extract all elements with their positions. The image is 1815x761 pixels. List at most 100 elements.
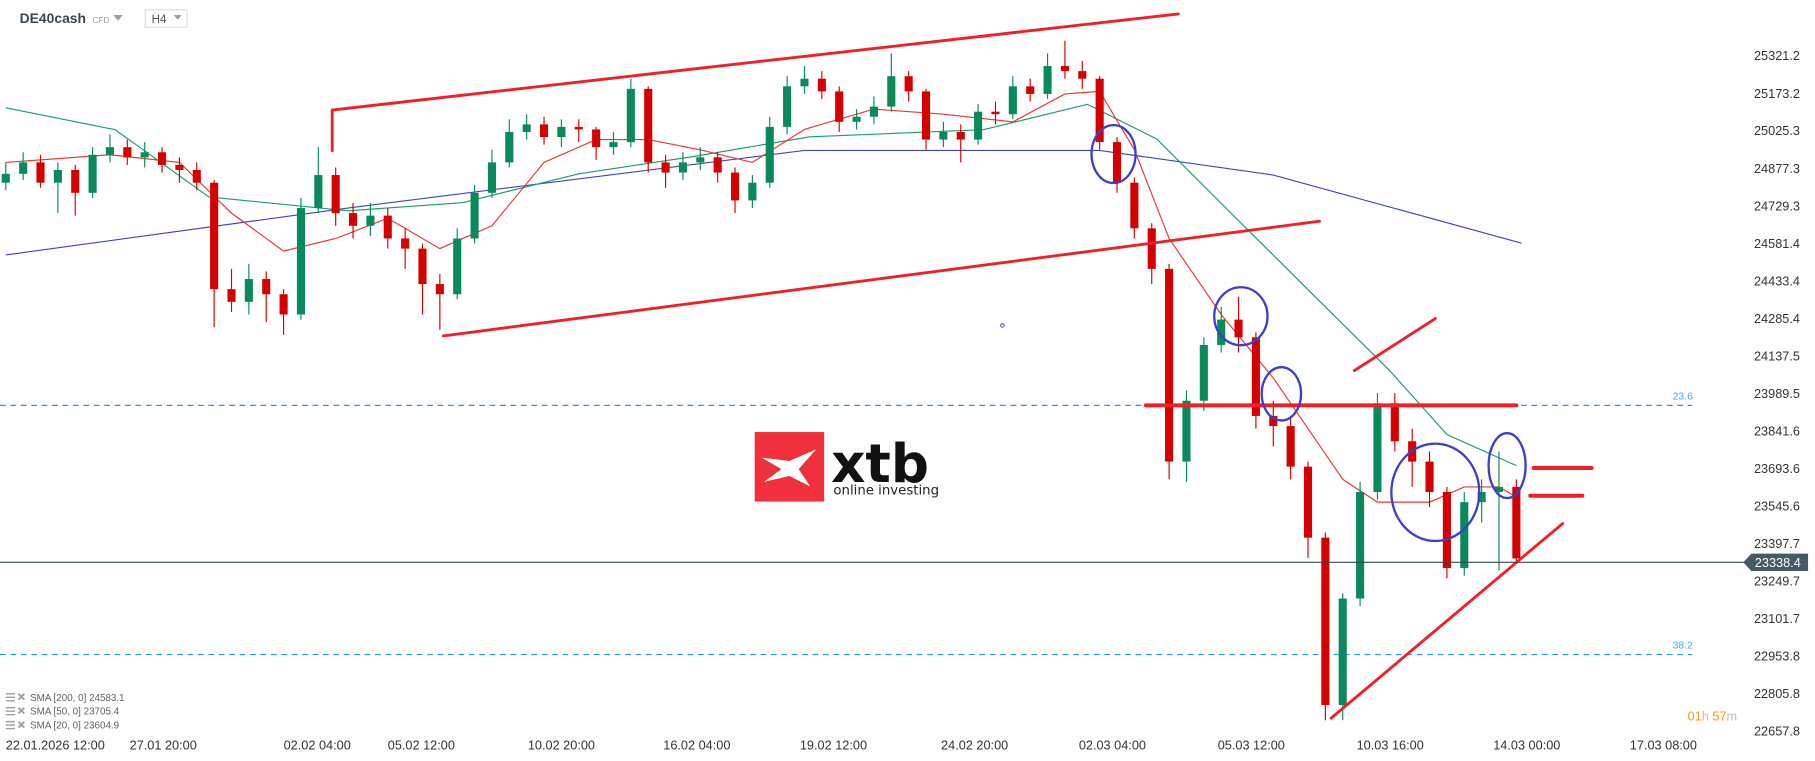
highlight-circle [1090, 123, 1137, 185]
candle [505, 119, 514, 168]
current-price-badge: 23338.4 [1743, 553, 1809, 572]
candle [105, 134, 115, 163]
price-tick-label: 23989.5 [1754, 386, 1800, 401]
candle [869, 96, 878, 125]
time-tick-label: 02.02 04:00 [284, 737, 351, 752]
candle-body [1095, 78, 1104, 143]
candle [1460, 492, 1469, 576]
candle-body [1199, 344, 1208, 401]
legend-label: SMA [50, 0] 23705.4 [30, 707, 120, 718]
price-tick-label: 24581.4 [1754, 236, 1800, 251]
candle-body [366, 215, 375, 226]
candle [279, 289, 288, 335]
chart-drawings [330, 12, 1594, 720]
candle [435, 273, 444, 330]
candle-body [748, 182, 757, 201]
candle [1008, 76, 1017, 120]
candle [348, 202, 358, 239]
legend-label: SMA [200, 0] 24583.1 [30, 693, 124, 704]
candle-timer: 01h 57m [1688, 708, 1737, 723]
timeframe-box[interactable] [144, 9, 188, 28]
candle [1251, 332, 1260, 429]
time-tick-label: 27.01 20:00 [130, 737, 197, 752]
candle [991, 101, 1000, 125]
candle [592, 126, 601, 160]
candle-body [505, 131, 514, 163]
candle-body [383, 215, 392, 239]
candle [487, 149, 496, 198]
price-tick-label: 25025.3 [1754, 123, 1800, 138]
candle-body [887, 76, 896, 107]
trendline [330, 12, 1180, 112]
candle-body [140, 152, 149, 158]
candle [626, 78, 635, 148]
symbol-dropdown-icon[interactable] [113, 15, 123, 21]
time-tick-label: 10.03 16:00 [1357, 737, 1424, 752]
current-price-value: 23338.4 [1755, 555, 1801, 570]
candle [609, 131, 618, 155]
price-axis[interactable]: 25321.2 25173.2 25025.3 24877.3 24729.3 24581… [1754, 48, 1800, 738]
point-marker [1000, 323, 1005, 328]
candle-body [296, 208, 306, 315]
candle-body [1494, 486, 1504, 493]
candle-body [1321, 537, 1330, 705]
candle-body [1147, 228, 1156, 269]
candle [227, 268, 236, 312]
symbol-name[interactable]: DE40cash [20, 10, 86, 26]
candle-body [869, 106, 878, 117]
candle [1217, 306, 1226, 353]
candle-body [1130, 182, 1139, 229]
candle-body [123, 147, 132, 158]
candle [1321, 532, 1330, 721]
candle [158, 147, 167, 173]
candle [1078, 60, 1087, 89]
candle [800, 66, 809, 94]
settings-icon[interactable] [5, 693, 16, 702]
candle-body [644, 88, 653, 163]
candle [1, 162, 10, 191]
price-tick-label: 25173.2 [1754, 86, 1800, 101]
candle-body [713, 157, 722, 173]
price-tick-label: 22953.8 [1754, 648, 1800, 663]
candle [383, 208, 392, 249]
candle-body [1078, 71, 1087, 79]
candle [1269, 400, 1278, 447]
candle-body [904, 76, 913, 92]
settings-icon[interactable] [5, 707, 16, 716]
close-icon[interactable] [17, 707, 25, 715]
candle [644, 86, 653, 173]
price-tick-label: 25321.2 [1754, 48, 1800, 63]
candle [1425, 451, 1434, 508]
trendline [1352, 317, 1437, 373]
candle [244, 263, 253, 315]
logo-tagline: online investing [833, 484, 939, 499]
candle [974, 104, 983, 145]
time-axis[interactable]: 22.01.2026 12:00 27.01 20:00 02.02 04:00 05… [6, 737, 1697, 752]
candle [1390, 393, 1399, 452]
candle-body [921, 91, 931, 140]
candle-body [852, 116, 861, 122]
candle-body [800, 78, 809, 87]
price-tick-label: 24137.5 [1754, 348, 1800, 363]
close-icon[interactable] [17, 720, 25, 729]
timeframe-select[interactable]: H4 [144, 9, 188, 28]
candle-body [678, 162, 687, 173]
candle-body [244, 279, 253, 302]
candle-body [331, 175, 340, 214]
time-tick-label: 14.03 00:00 [1493, 737, 1560, 752]
candle [1026, 78, 1035, 102]
price-tick-label: 24433.4 [1754, 273, 1800, 288]
candle-body [1026, 86, 1035, 94]
settings-icon[interactable] [5, 720, 16, 730]
candle [210, 180, 219, 328]
trendline [1329, 522, 1565, 720]
candle-body [348, 213, 358, 226]
close-icon[interactable] [17, 693, 25, 701]
candle-body [192, 170, 201, 183]
fib-label-23-6: 23.6 [1673, 392, 1693, 403]
candle [835, 86, 844, 132]
candle [1095, 76, 1104, 150]
candle-body [314, 175, 323, 209]
candle-body [487, 162, 496, 193]
